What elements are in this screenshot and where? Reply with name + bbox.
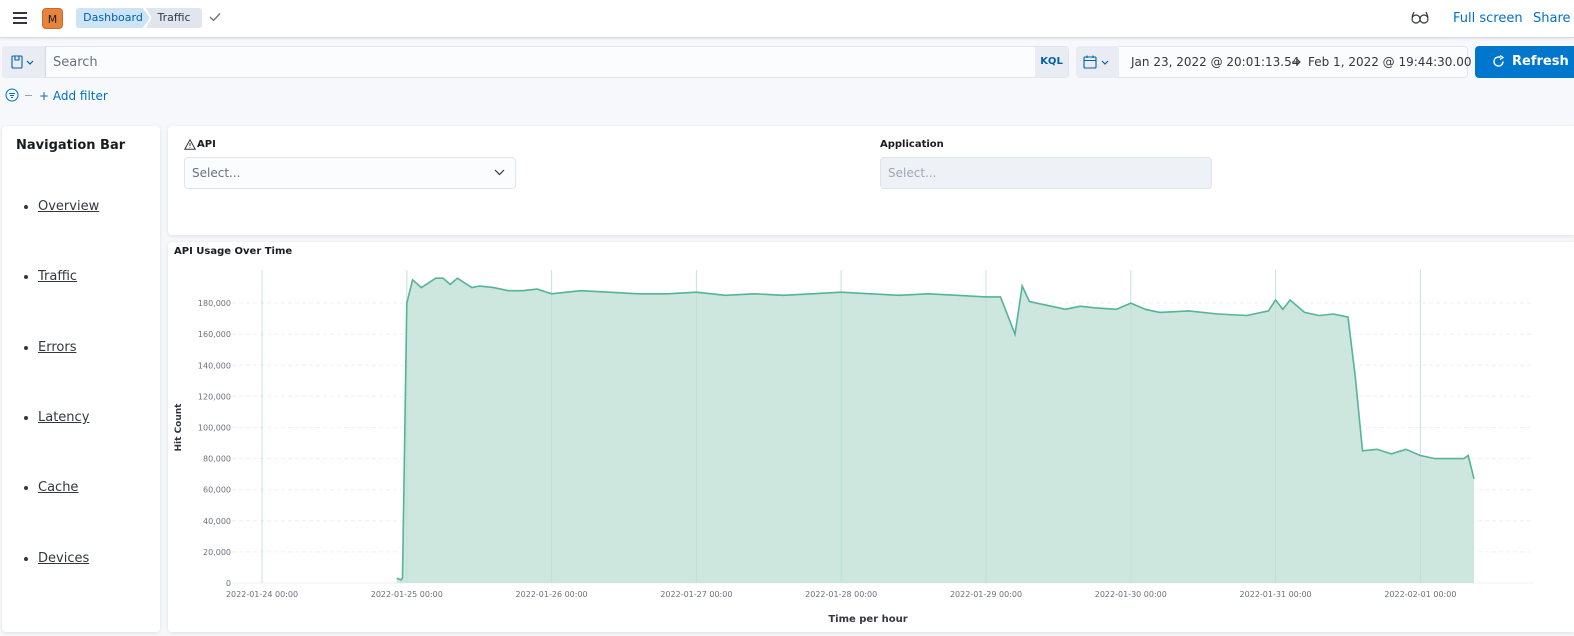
nav-link-errors[interactable]: Errors — [38, 340, 77, 355]
bullet — [24, 275, 28, 279]
x-tick-label: 2022-01-27 00:00 — [660, 590, 732, 599]
date-start[interactable]: Jan 23, 2022 @ 20:01:13.54 — [1131, 55, 1300, 69]
bullet — [24, 416, 28, 420]
saved-query-button[interactable] — [2, 46, 46, 78]
y-tick-label: 120,000 — [198, 392, 231, 401]
y-tick-label: 100,000 — [198, 424, 231, 433]
nav-link-cache[interactable]: Cache — [38, 480, 79, 495]
date-end[interactable]: Feb 1, 2022 @ 19:44:30.00 — [1308, 55, 1472, 69]
y-tick-label: 0 — [226, 579, 231, 588]
application-label: Application — [880, 139, 944, 150]
share-link[interactable]: Share — [1533, 11, 1571, 26]
nav-link-devices[interactable]: Devices — [38, 551, 90, 566]
x-tick-label: 2022-01-26 00:00 — [516, 590, 588, 599]
y-tick-label: 80,000 — [203, 455, 231, 464]
bullet — [24, 205, 28, 209]
y-tick-label: 20,000 — [203, 548, 231, 557]
series-area — [396, 278, 1475, 583]
glasses-icon[interactable] — [1410, 9, 1430, 27]
api-label: API — [197, 139, 216, 150]
application-select-value: Select... — [888, 166, 937, 180]
api-select[interactable]: Select... — [184, 157, 516, 189]
api-usage-chart: 0 20,000 40,000 60,000 80,000 100,000 120,000 1… — [174, 270, 1534, 625]
add-filter-button[interactable]: + Add filter — [39, 89, 108, 103]
refresh-button[interactable]: Refresh — [1475, 46, 1574, 78]
y-tick-label: 40,000 — [203, 517, 231, 526]
chart-title: API Usage Over Time — [174, 246, 293, 257]
filter-icon[interactable] — [5, 88, 19, 102]
api-select-value: Select... — [192, 166, 241, 180]
hamburger-menu-icon[interactable] — [10, 9, 30, 29]
nav-link-traffic[interactable]: Traffic — [38, 269, 78, 284]
x-tick-label: 2022-01-24 00:00 — [226, 590, 298, 599]
arrow-right-icon — [1292, 58, 1301, 66]
y-axis-label: Hit Count — [174, 403, 184, 452]
x-tick-label: 2022-01-29 00:00 — [950, 590, 1022, 599]
checkmark-icon[interactable] — [209, 11, 221, 23]
fullscreen-link[interactable]: Full screen — [1453, 11, 1523, 26]
application-select[interactable]: Select... — [880, 157, 1212, 189]
saved-query-icon — [11, 55, 34, 69]
breadcrumb-dashboard[interactable]: Dashboard — [76, 8, 150, 28]
refresh-label: Refresh — [1512, 54, 1569, 69]
breadcrumb-traffic: Traffic — [146, 8, 202, 28]
y-tick-label: 180,000 — [198, 299, 231, 308]
bullet — [24, 486, 28, 490]
x-tick-label: 2022-02-01 00:00 — [1384, 590, 1456, 599]
y-tick-label: 60,000 — [203, 486, 231, 495]
refresh-icon — [1493, 55, 1505, 67]
x-tick-label: 2022-01-28 00:00 — [805, 590, 877, 599]
nav-title: Navigation Bar — [16, 138, 126, 153]
space-avatar[interactable]: M — [42, 8, 63, 29]
query-language-button[interactable]: KQL — [1035, 47, 1068, 77]
top-header — [0, 0, 1574, 38]
calendar-icon — [1083, 55, 1109, 69]
y-tick-label: 160,000 — [198, 330, 231, 339]
navigation-panel — [2, 126, 160, 632]
x-tick-label: 2022-01-30 00:00 — [1095, 590, 1167, 599]
x-tick-label: 2022-01-31 00:00 — [1240, 590, 1312, 599]
chevron-down-icon — [494, 169, 505, 176]
filter-separator — [25, 95, 32, 96]
nav-link-latency[interactable]: Latency — [38, 410, 90, 425]
series-line — [396, 277, 1475, 581]
nav-link-overview[interactable]: Overview — [38, 199, 100, 214]
quick-date-menu-button[interactable] — [1076, 46, 1119, 78]
bullet — [24, 346, 28, 350]
search-input[interactable] — [46, 47, 1034, 77]
y-tick-label: 140,000 — [198, 361, 231, 370]
date-range-picker — [1076, 46, 1468, 78]
x-tick-label: 2022-01-25 00:00 — [371, 590, 443, 599]
x-axis-label: Time per hour — [828, 614, 907, 625]
bullet — [24, 557, 28, 561]
warning-icon — [184, 139, 196, 150]
